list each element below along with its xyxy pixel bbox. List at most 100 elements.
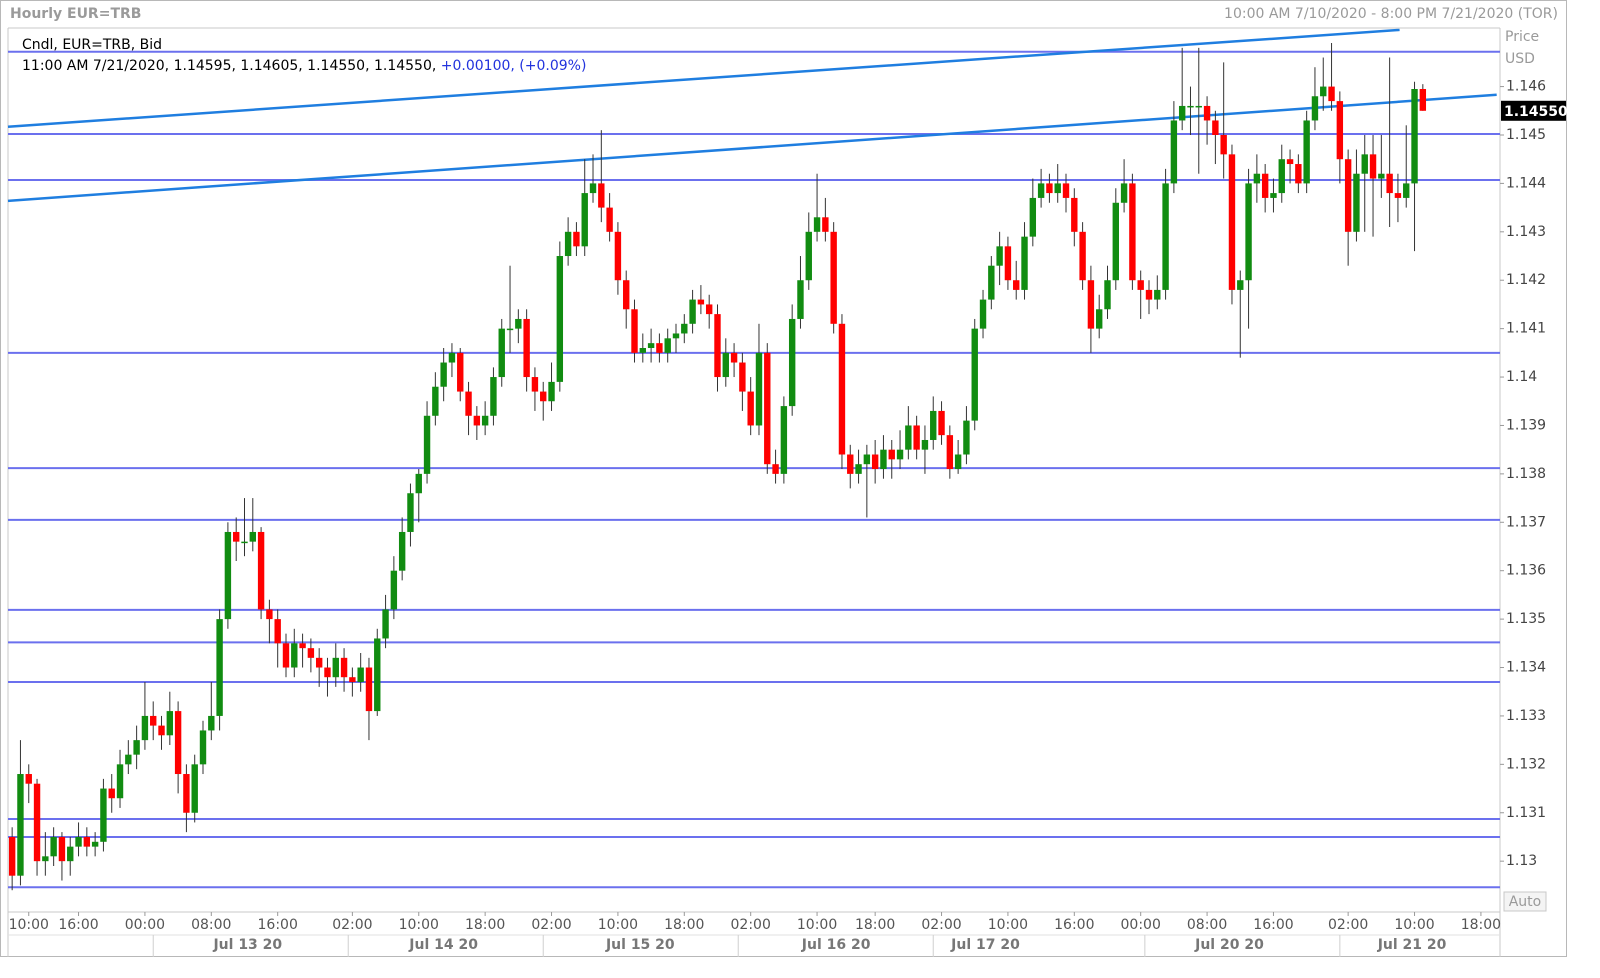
- y-tick-label: 1.132: [1506, 756, 1546, 772]
- candle-body: [1369, 154, 1377, 179]
- candle-body: [573, 231, 580, 247]
- candle-body: [457, 352, 464, 392]
- candle-body: [847, 454, 854, 474]
- candle-body: [1178, 105, 1186, 121]
- candle-body: [971, 328, 978, 421]
- candle-body: [216, 619, 223, 716]
- candle-body: [25, 774, 32, 784]
- candle-body: [838, 323, 846, 455]
- x-tick-label: 02:00: [731, 917, 771, 933]
- candle-body: [108, 788, 115, 799]
- candle-body: [282, 643, 290, 668]
- candle-body: [1120, 183, 1128, 203]
- x-tick-label: 00:00: [125, 917, 165, 933]
- candle-body: [689, 299, 696, 324]
- x-tick-label: 10:00: [797, 917, 837, 933]
- candle-body: [930, 410, 937, 440]
- auto-label[interactable]: Auto: [1509, 894, 1542, 910]
- candle-body: [116, 764, 124, 799]
- candle-body: [42, 856, 49, 862]
- x-tick-label: 16:00: [258, 917, 298, 933]
- candle-body: [1079, 231, 1086, 281]
- candle-body: [1187, 105, 1194, 108]
- date-label: Jul 17 20: [950, 937, 1020, 953]
- candle-body: [75, 836, 82, 847]
- candle-body: [1253, 173, 1261, 184]
- candle-body: [100, 788, 107, 842]
- candle-body: [365, 667, 373, 712]
- candle-body: [1245, 183, 1252, 281]
- candle-body: [714, 314, 721, 378]
- candle-body: [780, 406, 788, 474]
- x-tick-label: 02:00: [921, 917, 961, 933]
- y-tick-label: 1.138: [1506, 466, 1546, 482]
- candle-body: [623, 280, 630, 310]
- candle-body: [1004, 246, 1012, 281]
- x-tick-label: 02:00: [531, 917, 571, 933]
- candle-body: [423, 415, 431, 474]
- candle-body: [921, 439, 929, 450]
- candle-body: [481, 415, 489, 426]
- candle-body: [340, 657, 348, 678]
- candle-body: [50, 836, 57, 857]
- candle-body: [888, 449, 895, 460]
- x-tick-label: 08:00: [191, 917, 231, 933]
- candle-body: [291, 643, 298, 668]
- x-tick-label: 02:00: [1328, 917, 1368, 933]
- x-tick-label: 18:00: [855, 917, 895, 933]
- candle-body: [382, 609, 389, 639]
- auto-button[interactable]: [1503, 891, 1547, 912]
- candle-body: [1220, 134, 1227, 155]
- candle-body: [324, 667, 331, 678]
- candle-body: [249, 531, 256, 542]
- candle-body: [705, 304, 713, 315]
- candle-body: [1419, 88, 1427, 111]
- candle-body: [1054, 183, 1061, 194]
- candle-body: [1071, 197, 1078, 232]
- y-tick-label: 1.133: [1506, 708, 1546, 724]
- x-tick-label: 10:00: [988, 917, 1028, 933]
- candle-body: [332, 657, 339, 678]
- candle-body: [1112, 202, 1119, 281]
- candle-body: [863, 454, 871, 465]
- candle-body: [166, 711, 174, 736]
- candle-body: [1394, 193, 1402, 198]
- candle-body: [490, 377, 497, 416]
- y-tick-label: 1.137: [1506, 514, 1546, 530]
- candle-body: [506, 328, 514, 331]
- date-label: Jul 16 20: [801, 937, 871, 953]
- candle-body: [1062, 183, 1070, 198]
- candle-body: [747, 391, 754, 426]
- plot: [7, 28, 1500, 891]
- candle-body: [357, 667, 364, 683]
- candle-body: [855, 464, 862, 474]
- candle-body: [523, 318, 530, 378]
- candle-body: [141, 715, 149, 741]
- candle-body: [58, 836, 66, 862]
- candle-body: [606, 207, 613, 232]
- candle-body: [473, 415, 481, 426]
- candle-body: [125, 754, 132, 765]
- candle-body: [1096, 309, 1103, 329]
- candle-body: [830, 231, 837, 324]
- candle-body: [788, 318, 796, 407]
- candle-body: [191, 764, 198, 813]
- candle-body: [548, 381, 555, 402]
- candle-body: [1295, 164, 1302, 184]
- candle-body: [996, 246, 1003, 266]
- candle-body: [797, 280, 804, 319]
- candle-body: [1170, 120, 1178, 184]
- x-tick-label: 10:00: [598, 917, 638, 933]
- candle-body: [199, 730, 207, 765]
- x-tick-label: 10:00: [1394, 917, 1434, 933]
- series-label: Cndl, EUR=TRB, Bid: [22, 37, 162, 53]
- y-tick-label: 1.139: [1506, 417, 1546, 433]
- candle-body: [954, 454, 962, 470]
- x-tick-label: 10:00: [9, 917, 49, 933]
- candle-body: [822, 217, 829, 232]
- candle-body: [407, 493, 414, 532]
- candle-body: [208, 715, 215, 731]
- candle-body: [374, 638, 381, 712]
- candle-body: [1411, 88, 1418, 184]
- x-tick-label: 16:00: [1253, 917, 1293, 933]
